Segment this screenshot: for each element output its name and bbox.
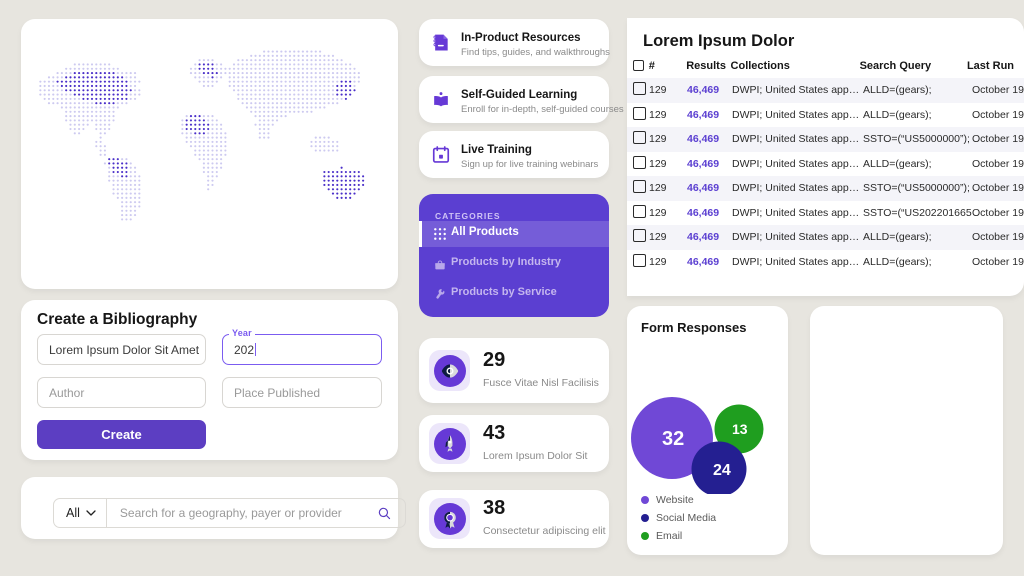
svg-text:32: 32 bbox=[662, 428, 684, 450]
svg-text:24: 24 bbox=[713, 462, 731, 479]
svg-text:13: 13 bbox=[732, 421, 748, 437]
